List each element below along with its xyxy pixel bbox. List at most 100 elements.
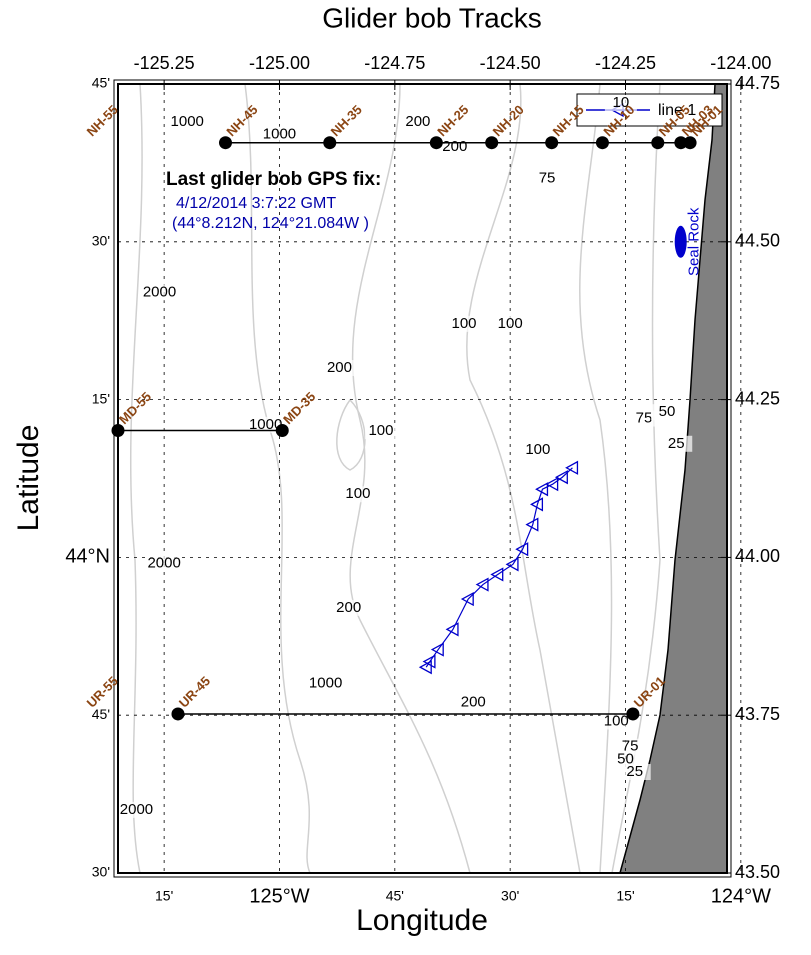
contour-label-bg	[457, 694, 490, 711]
station-dot	[323, 136, 337, 150]
contour-label-bg	[143, 284, 176, 301]
x-tick-label: 15'	[155, 888, 173, 904]
station-dot	[651, 136, 665, 150]
glider-fix	[430, 642, 444, 657]
contour-label-bg	[364, 423, 397, 440]
glider-fix	[565, 460, 579, 475]
contour-label-bg	[323, 360, 356, 377]
contour-label: 1000	[263, 125, 296, 142]
contour-label-bg	[448, 315, 481, 332]
contour-label: 50	[659, 403, 676, 420]
contour-label-bg	[171, 113, 204, 130]
contour-line	[349, 83, 471, 874]
contour-label: 50	[617, 750, 634, 767]
contour-label: 1000	[171, 113, 204, 130]
contour-label-bg	[531, 170, 564, 187]
map-border	[113, 79, 732, 878]
contour-label-bg	[309, 675, 342, 692]
y-tick-label: 44.00	[735, 546, 780, 566]
contour-line	[611, 83, 661, 874]
annotation-line: (44°8.212N, 124°21.084W )	[172, 215, 369, 232]
y-tick-label: 45'	[92, 706, 110, 722]
station-dot	[111, 424, 125, 438]
contour-label: 2000	[120, 801, 153, 818]
y-tick-label: 45'	[92, 75, 110, 91]
contour-label: 100	[452, 315, 477, 332]
seal-rock-marker	[674, 225, 687, 258]
contour-label: 1000	[249, 416, 282, 433]
contour-label: 100	[525, 441, 550, 458]
chart-title: Glider bob Tracks	[322, 2, 541, 33]
contour-label-bg	[494, 315, 527, 332]
x-tick-label: 30'	[501, 888, 519, 904]
contour-label: 200	[442, 138, 467, 155]
y-tick-label: 43.75	[735, 704, 780, 724]
contour-label: 100	[604, 712, 629, 729]
glider-fix	[505, 557, 519, 572]
contour-label: 2000	[143, 283, 176, 300]
glider-fix	[554, 470, 568, 485]
annotation-line: 4/12/2014 3:7:22 GMT	[176, 195, 336, 212]
contour-label: 1000	[309, 675, 342, 692]
station-dot	[595, 136, 609, 150]
x-tick-label: 15'	[616, 888, 634, 904]
contour-label: 100	[345, 485, 370, 502]
contour-label-bg	[614, 738, 647, 755]
annotation-title: Last glider bob GPS fix:	[166, 169, 381, 190]
station-dot	[545, 136, 559, 150]
x-tick-label: -124.25	[595, 53, 656, 73]
legend: line 1	[576, 93, 723, 127]
contour-label-bg	[521, 442, 554, 459]
contour-label: 10	[613, 94, 630, 111]
contour-label-bg	[263, 126, 296, 143]
y-tick-label: 43.50	[735, 862, 780, 882]
contour-label: 25	[668, 435, 685, 452]
contour-label-bg	[609, 751, 642, 768]
glider-fix	[545, 477, 559, 492]
station-dot	[626, 707, 640, 721]
station-dot	[171, 707, 185, 721]
contour-label: 100	[368, 422, 393, 439]
glider-fix	[490, 567, 504, 582]
contour-line	[129, 83, 143, 874]
station-dot	[485, 136, 499, 150]
contour-label-bg	[604, 94, 637, 111]
contour-label-bg	[401, 113, 434, 130]
glider-fix	[422, 654, 436, 669]
y-tick-label: 44.50	[735, 231, 780, 251]
x-tick-label: 124°W	[711, 885, 771, 907]
y-tick-label: 15'	[92, 390, 110, 406]
x-tick-label: -124.50	[480, 53, 541, 73]
contour-line	[466, 83, 581, 874]
contour-label: 200	[461, 694, 486, 711]
contour-label-bg	[120, 801, 153, 818]
glider-fix	[530, 497, 544, 512]
y-tick-label: 44°N	[65, 546, 110, 568]
glider-fix	[535, 482, 549, 497]
y-tick-label: 30'	[92, 864, 110, 880]
x-tick-label: -125.00	[249, 53, 310, 73]
y-tick-label: 44.75	[735, 73, 780, 93]
contour-label: 75	[636, 410, 653, 427]
glider-fix	[445, 622, 459, 637]
x-tick-label: -125.25	[134, 53, 195, 73]
contour-label: 200	[405, 113, 430, 130]
contour-label-bg	[341, 486, 374, 503]
contour-label-bg	[332, 599, 365, 616]
station-dot	[218, 136, 232, 150]
contour-label-bg	[249, 416, 282, 433]
contour-label-bg	[148, 555, 181, 572]
contour-label-bg	[600, 713, 633, 730]
glider-fix	[418, 660, 432, 675]
contour-label: 75	[539, 170, 556, 187]
station-dot	[429, 136, 443, 150]
y-tick-label: 44.25	[735, 388, 780, 408]
legend-label: line 1	[658, 102, 696, 119]
station-dot	[683, 136, 697, 150]
glider-fix	[515, 542, 529, 557]
contour-label-bg	[618, 764, 651, 781]
glider-fix	[525, 517, 539, 532]
contour-label: 25	[626, 763, 643, 780]
contour-label: 2000	[147, 555, 180, 572]
